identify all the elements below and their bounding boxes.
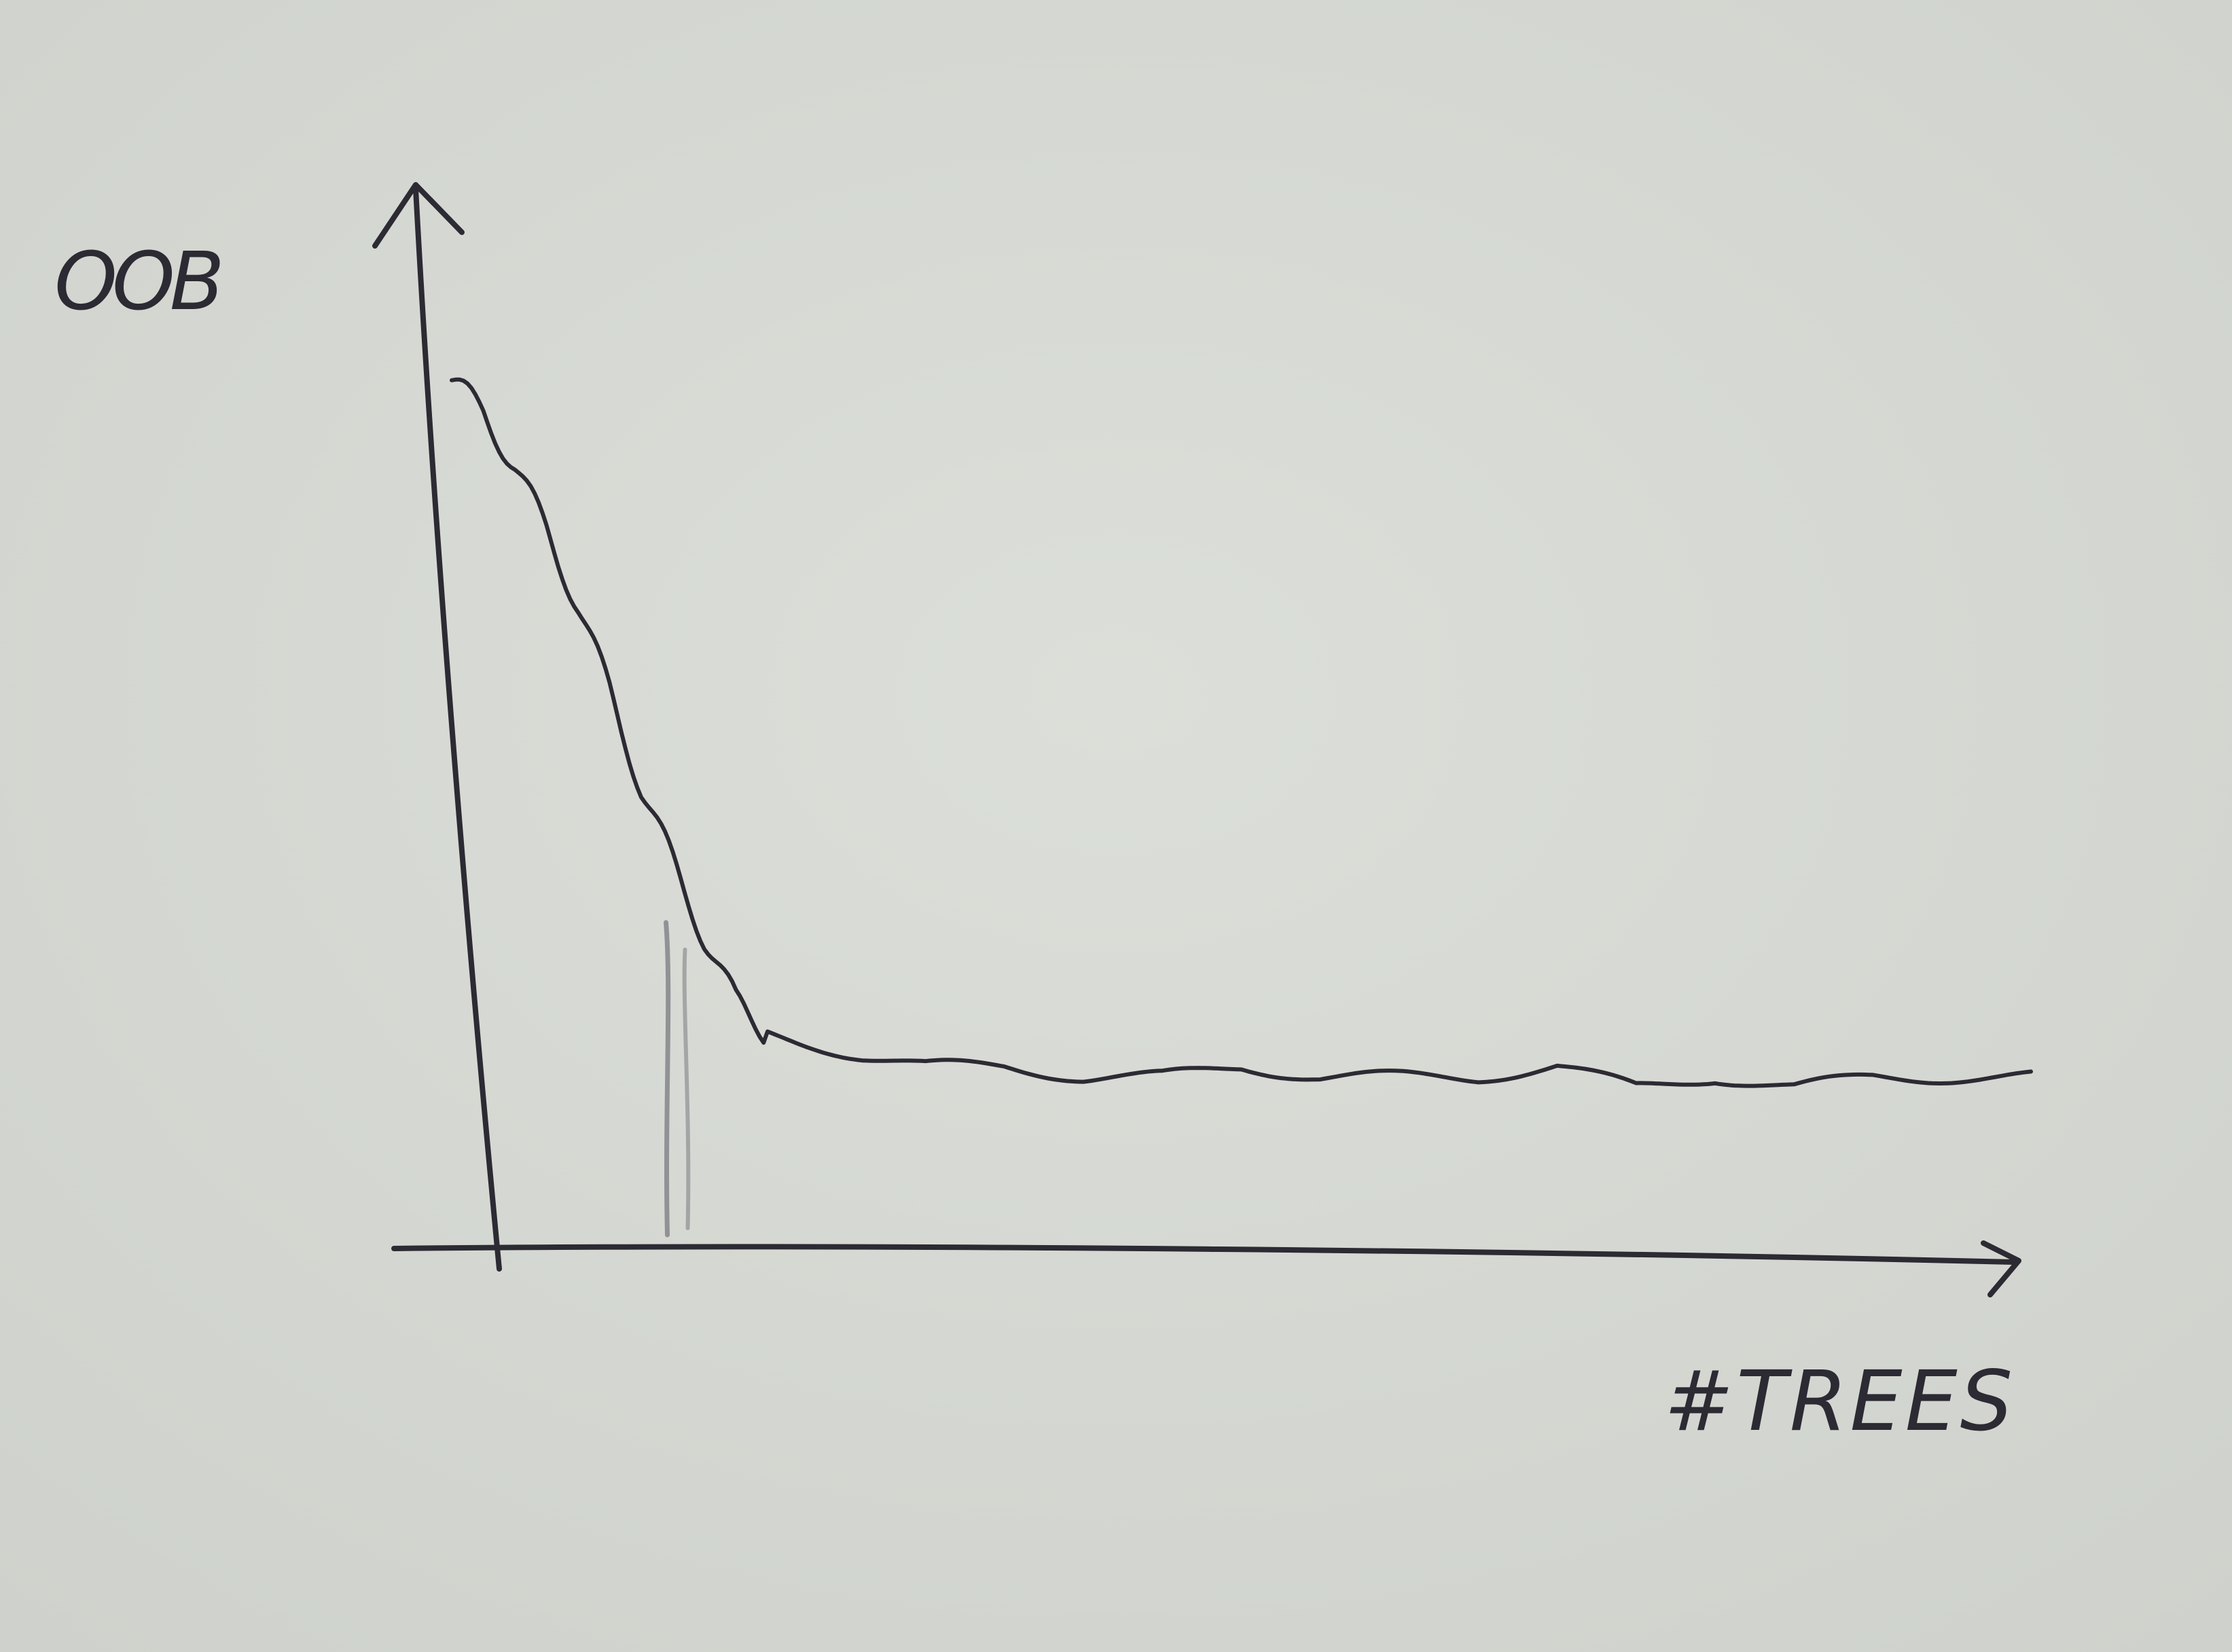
elbow-marker-line xyxy=(682,948,691,1230)
oob-error-line xyxy=(450,377,2033,1088)
y-axis xyxy=(413,186,502,1272)
x-axis-arrowhead xyxy=(1981,1240,2021,1297)
elbow-marker-line xyxy=(664,920,671,1238)
x-axis-label: #TREES xyxy=(1664,1353,2015,1450)
x-axis xyxy=(391,1244,2017,1265)
y-axis-label: OOB xyxy=(54,234,220,328)
y-axis-arrowhead xyxy=(372,182,465,249)
